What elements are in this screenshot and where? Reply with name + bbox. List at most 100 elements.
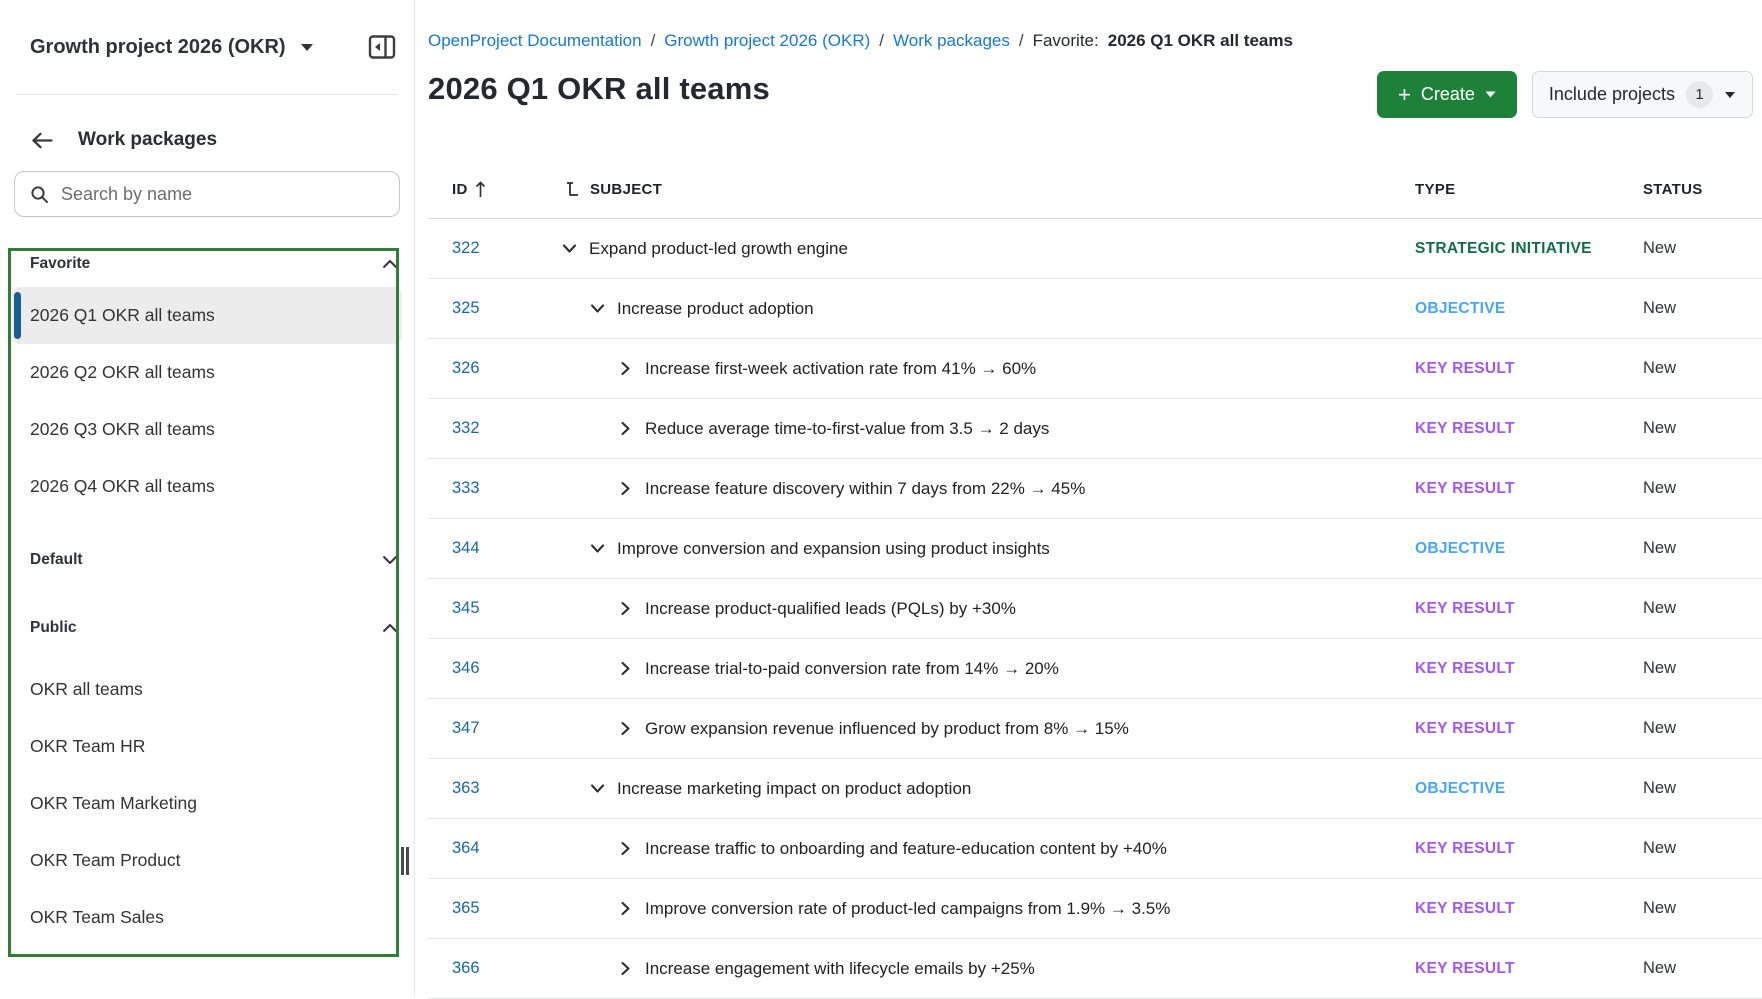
- wp-subject-cell: Improve conversion rate of product-led c…: [561, 899, 1415, 919]
- wp-type-cell: OBJECTIVE: [1415, 539, 1506, 557]
- chevron-down-icon[interactable]: [589, 780, 606, 798]
- table-row: 366 Increase engagement with lifecycle e…: [428, 939, 1762, 999]
- saved-view-item[interactable]: OKR Team Sales: [30, 889, 398, 946]
- caret-down-icon[interactable]: [300, 43, 314, 52]
- section-header[interactable]: Default: [30, 537, 398, 583]
- breadcrumb-link[interactable]: Growth project 2026 (OKR): [664, 31, 871, 50]
- wp-id-link[interactable]: 325: [452, 299, 480, 317]
- chevron-up-icon[interactable]: [382, 623, 398, 633]
- wp-status-cell: New: [1643, 779, 1677, 797]
- wp-id-link[interactable]: 345: [452, 599, 480, 617]
- caret-down-icon: [1725, 91, 1735, 98]
- sidebar-view-sections: Favorite 2026 Q1 OKR all teams 2026 Q2 O…: [0, 217, 414, 946]
- chevron-right-icon[interactable]: [617, 840, 634, 858]
- wp-subject-text[interactable]: Increase product-qualified leads (PQLs) …: [645, 598, 1016, 618]
- include-projects-button[interactable]: Include projects 1: [1531, 71, 1753, 118]
- wp-subject-text[interactable]: Increase traffic to onboarding and featu…: [645, 838, 1167, 858]
- chevron-down-icon[interactable]: [561, 240, 578, 258]
- wp-id-cell: 366: [428, 959, 561, 978]
- chevron-down-icon[interactable]: [382, 555, 398, 565]
- chevron-right-icon[interactable]: [617, 960, 634, 978]
- saved-view-item[interactable]: OKR all teams: [30, 661, 398, 718]
- column-header-type[interactable]: TYPE: [1415, 180, 1456, 198]
- wp-type-cell: STRATEGIC INITIATIVE: [1415, 239, 1592, 257]
- wp-id-link[interactable]: 365: [452, 899, 480, 917]
- back-arrow-icon[interactable]: [30, 132, 54, 149]
- wp-subject-text[interactable]: Increase engagement with lifecycle email…: [645, 958, 1035, 978]
- wp-status-cell: New: [1643, 479, 1677, 497]
- wp-id-link[interactable]: 332: [452, 419, 480, 437]
- saved-view-item[interactable]: OKR Team Product: [30, 832, 398, 889]
- view-search[interactable]: [14, 171, 400, 217]
- chevron-up-icon[interactable]: [382, 259, 398, 269]
- chevron-right-icon[interactable]: [617, 480, 634, 498]
- table-row: 364 Increase traffic to onboarding and f…: [428, 819, 1762, 879]
- breadcrumb-separator: /: [650, 31, 656, 50]
- wp-id-cell: 344: [428, 539, 561, 558]
- sidebar-section: Favorite 2026 Q1 OKR all teams 2026 Q2 O…: [12, 241, 402, 515]
- caret-down-icon: [1485, 91, 1496, 98]
- wp-type-cell: KEY RESULT: [1415, 839, 1515, 857]
- search-input[interactable]: [61, 183, 384, 205]
- column-header-status[interactable]: STATUS: [1643, 180, 1703, 198]
- saved-view-item[interactable]: 2026 Q4 OKR all teams: [30, 458, 398, 515]
- section-label: Default: [30, 551, 83, 568]
- sidebar-resize-handle[interactable]: [401, 847, 409, 875]
- saved-view-item[interactable]: 2026 Q2 OKR all teams: [30, 344, 398, 401]
- chevron-right-icon[interactable]: [617, 900, 634, 918]
- view-item-label: OKR Team Product: [30, 850, 181, 870]
- wp-id-cell: 325: [428, 299, 561, 318]
- chevron-right-icon[interactable]: [617, 600, 634, 618]
- wp-status-cell: New: [1643, 959, 1677, 977]
- sidebar-collapse-icon[interactable]: [368, 33, 396, 61]
- saved-view-item[interactable]: OKR Team Marketing: [30, 775, 398, 832]
- column-header-subject[interactable]: SUBJECT: [561, 181, 1415, 198]
- wp-subject-cell: Expand product-led growth engine: [561, 239, 1415, 259]
- wp-id-link[interactable]: 344: [452, 539, 480, 557]
- wp-id-link[interactable]: 366: [452, 959, 480, 977]
- breadcrumb-link[interactable]: Work packages: [893, 31, 1010, 50]
- chevron-right-icon[interactable]: [617, 660, 634, 678]
- wp-subject-cell: Increase feature discovery within 7 days…: [561, 479, 1415, 499]
- wp-id-link[interactable]: 326: [452, 359, 480, 377]
- wp-id-link[interactable]: 346: [452, 659, 480, 677]
- wp-id-link[interactable]: 333: [452, 479, 480, 497]
- wp-status-cell: New: [1643, 719, 1677, 737]
- chevron-down-icon[interactable]: [589, 300, 606, 318]
- wp-id-link[interactable]: 363: [452, 779, 480, 797]
- wp-status-cell: New: [1643, 899, 1677, 917]
- breadcrumb-link[interactable]: OpenProject Documentation: [428, 31, 642, 50]
- section-header[interactable]: Public: [30, 605, 398, 651]
- wp-subject-text[interactable]: Improve conversion and expansion using p…: [617, 538, 1050, 558]
- table-row: 344 Improve conversion and expansion usi…: [428, 519, 1762, 579]
- wp-id-link[interactable]: 347: [452, 719, 480, 737]
- saved-view-item[interactable]: 2026 Q3 OKR all teams: [30, 401, 398, 458]
- chevron-right-icon[interactable]: [617, 420, 634, 438]
- wp-subject-text[interactable]: Expand product-led growth engine: [589, 238, 848, 258]
- saved-view-item[interactable]: 2026 Q1 OKR all teams: [12, 287, 402, 344]
- wp-subject-text[interactable]: Grow expansion revenue influenced by pro…: [645, 718, 1129, 738]
- wp-subject-cell: Increase traffic to onboarding and featu…: [561, 839, 1415, 859]
- wp-id-link[interactable]: 364: [452, 839, 480, 857]
- saved-view-item[interactable]: OKR Team HR: [30, 718, 398, 775]
- section-header[interactable]: Favorite: [30, 241, 398, 287]
- table-row: 333 Increase feature discovery within 7 …: [428, 459, 1762, 519]
- wp-id-link[interactable]: 322: [452, 239, 480, 257]
- wp-subject-text[interactable]: Increase product adoption: [617, 298, 814, 318]
- wp-subject-text[interactable]: Increase feature discovery within 7 days…: [645, 478, 1086, 498]
- project-selector[interactable]: Growth project 2026 (OKR): [0, 0, 414, 94]
- main-content: OpenProject Documentation / Growth project…: [416, 0, 1762, 999]
- chevron-right-icon[interactable]: [617, 360, 634, 378]
- wp-subject-text[interactable]: Reduce average time-to-first-value from …: [645, 418, 1050, 438]
- chevron-right-icon[interactable]: [617, 720, 634, 738]
- wp-subject-text[interactable]: Increase trial-to-paid conversion rate f…: [645, 658, 1059, 678]
- wp-subject-text[interactable]: Improve conversion rate of product-led c…: [645, 898, 1171, 918]
- chevron-down-icon[interactable]: [589, 540, 606, 558]
- wp-status-cell: New: [1643, 659, 1677, 677]
- wp-subject-text[interactable]: Increase marketing impact on product ado…: [617, 778, 972, 798]
- wp-subject-text[interactable]: Increase first-week activation rate from…: [645, 358, 1037, 378]
- breadcrumb-current-prefix: Favorite:: [1032, 31, 1099, 50]
- project-name[interactable]: Growth project 2026 (OKR): [30, 35, 286, 58]
- create-button[interactable]: + Create: [1377, 71, 1517, 118]
- column-header-id[interactable]: ID: [428, 180, 561, 199]
